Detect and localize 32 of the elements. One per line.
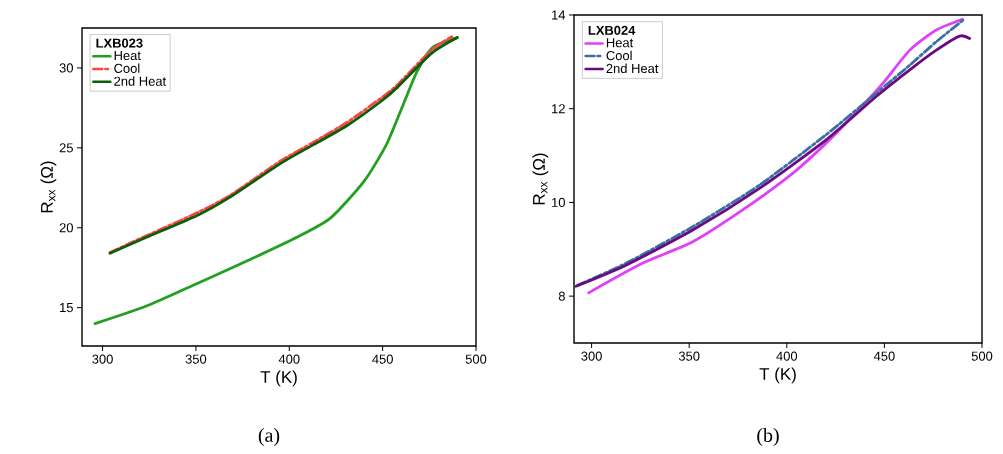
- y-tick-label: 15: [60, 303, 73, 313]
- x-tick-label: 400: [776, 351, 798, 361]
- x-tick-label: 500: [971, 351, 993, 361]
- legend-label: 2nd Heat: [114, 76, 167, 86]
- legend-label: Cool: [114, 63, 140, 73]
- x-tick-label: 400: [278, 354, 300, 364]
- legend-label: Heat: [606, 38, 634, 48]
- x-tick-label: 500: [465, 354, 487, 364]
- x-axis-title: T (K): [759, 367, 796, 384]
- y-tick-label: 12: [552, 104, 565, 114]
- y-tick-label: 10: [552, 197, 565, 207]
- x-axis-title: T (K): [260, 370, 297, 387]
- legend-title: LXB024: [588, 25, 636, 35]
- x-tick-label: 450: [873, 351, 895, 361]
- legend-label: Cool: [606, 50, 632, 61]
- y-axis-title: R$_{xx}$ (Ω): [532, 153, 549, 205]
- x-tick-label: 350: [185, 354, 207, 364]
- x-tick-label: 350: [678, 351, 700, 361]
- y-tick-label: 30: [59, 63, 73, 73]
- x-tick-label: 300: [581, 351, 602, 361]
- y-tick-label: 8: [558, 291, 565, 301]
- text: (b): [757, 427, 779, 447]
- legend-title: LXB023: [96, 38, 143, 48]
- x-tick-label: 300: [92, 354, 113, 364]
- legend-label: 2nd Heat: [606, 63, 659, 74]
- y-tick-label: 14: [552, 10, 566, 20]
- y-axis-title: R$_{xx}$ (Ω): [40, 161, 57, 213]
- y-tick-label: 20: [59, 223, 73, 233]
- text: (a): [258, 427, 280, 447]
- y-tick-label: 25: [59, 143, 73, 153]
- x-tick-label: 450: [372, 354, 393, 364]
- legend-label: Heat: [114, 51, 141, 61]
